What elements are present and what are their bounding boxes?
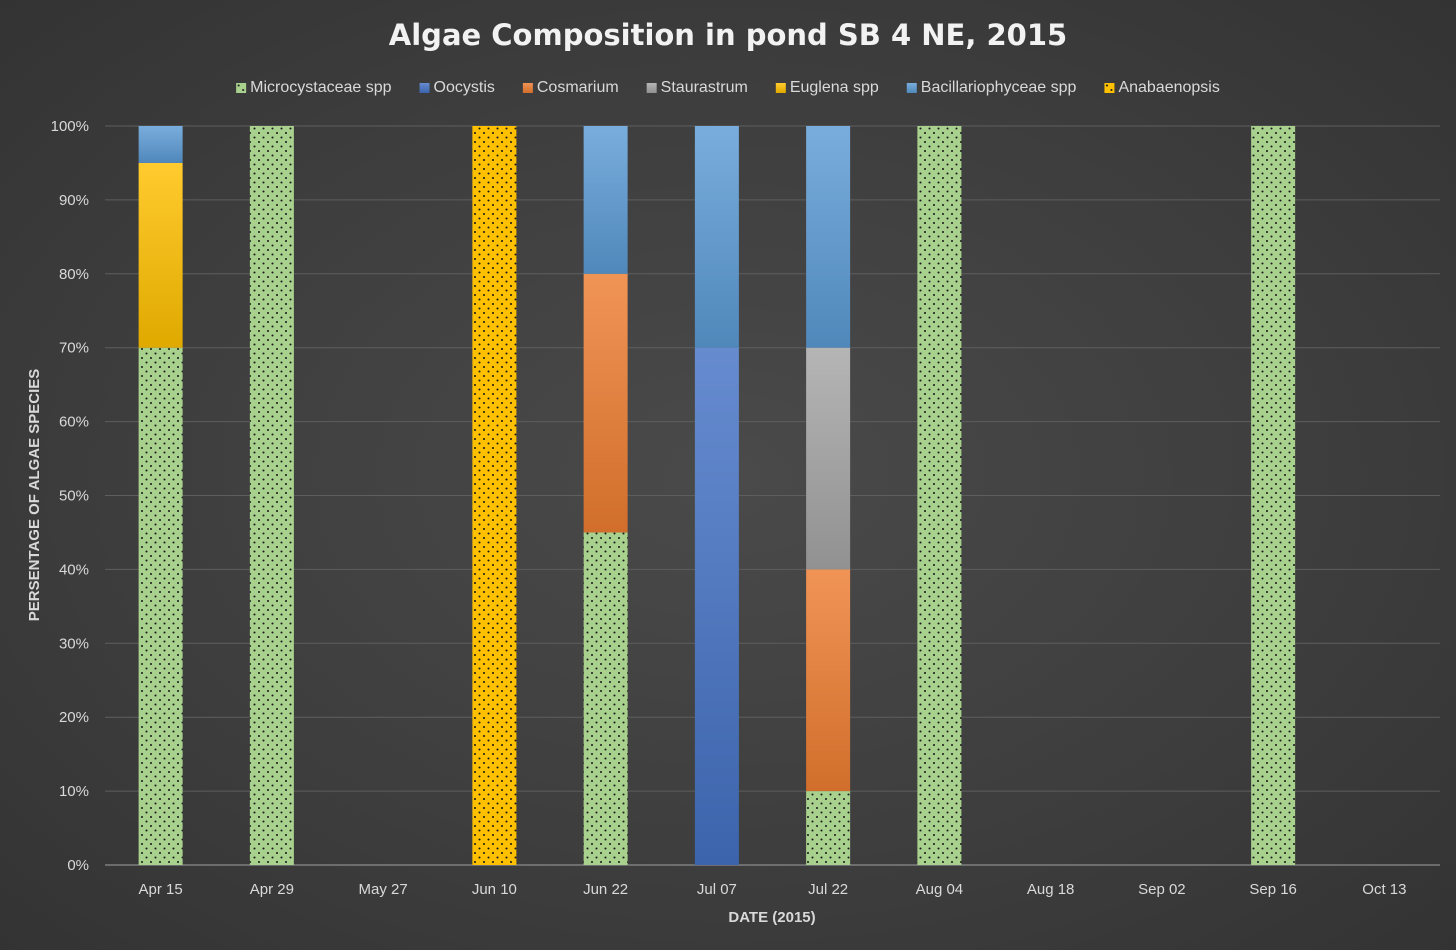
legend-item-oocystis: Oocystis bbox=[419, 79, 495, 96]
legend-item-cosmarium: Cosmarium bbox=[522, 79, 619, 96]
y-tick-label: 20% bbox=[59, 709, 89, 726]
bar-group-jul-22 bbox=[806, 126, 851, 865]
x-tick-label: Oct 13 bbox=[1362, 881, 1406, 898]
bars bbox=[138, 126, 1296, 865]
x-tick-label: Aug 18 bbox=[1027, 881, 1075, 898]
x-axis-title: DATE (2015) bbox=[728, 909, 815, 926]
bar-cosmarium-jul-22 bbox=[806, 569, 851, 792]
bar-oocystis-jul-07 bbox=[694, 347, 739, 865]
gridlines bbox=[105, 125, 1440, 866]
y-tick-label: 40% bbox=[59, 561, 89, 578]
y-tick-label: 60% bbox=[59, 414, 89, 431]
bar-bacillariophyceae-spp-jul-07 bbox=[694, 126, 739, 348]
legend-item-microcystaceae-spp: Microcystaceae spp bbox=[236, 79, 392, 96]
legend-label: Euglena spp bbox=[790, 79, 879, 96]
legend-label: Oocystis bbox=[434, 79, 495, 96]
bar-bacillariophyceae-spp-jul-22 bbox=[806, 126, 851, 348]
legend-label: Cosmarium bbox=[537, 79, 619, 96]
bar-cosmarium-jun-22 bbox=[583, 273, 628, 533]
legend: Microcystaceae spp Oocystis Cosmarium Staur… bbox=[236, 79, 1220, 96]
legend-item-bacillariophyceae-spp: Bacillariophyceae spp bbox=[906, 79, 1077, 96]
y-tick-label: 90% bbox=[59, 192, 89, 209]
bar-group-jul-07 bbox=[694, 126, 739, 865]
y-tick-label: 100% bbox=[51, 118, 89, 135]
bar-microcystaceae-spp-jul-22 bbox=[806, 791, 851, 865]
legend-swatch bbox=[236, 83, 247, 93]
y-tick-label: 30% bbox=[59, 635, 89, 652]
legend-swatch bbox=[1104, 83, 1115, 93]
x-tick-label: Aug 04 bbox=[916, 881, 964, 898]
bar-group-aug-04 bbox=[917, 126, 962, 865]
bar-microcystaceae-spp-apr-29 bbox=[249, 126, 294, 865]
legend-item-euglena-spp: Euglena spp bbox=[775, 79, 879, 96]
legend-label: Staurastrum bbox=[661, 79, 748, 96]
chart-title: Algae Composition in pond SB 4 NE, 2015 bbox=[389, 18, 1067, 52]
legend-swatch bbox=[419, 83, 430, 93]
legend-swatch bbox=[522, 83, 533, 93]
legend-label: Bacillariophyceae spp bbox=[921, 79, 1077, 96]
bar-anabaenopsis-jun-10 bbox=[472, 126, 517, 865]
bar-group-sep-16 bbox=[1251, 126, 1296, 865]
y-tick-label: 0% bbox=[67, 857, 89, 874]
x-tick-label: Apr 29 bbox=[250, 881, 294, 898]
x-tick-label: Sep 02 bbox=[1138, 881, 1186, 898]
bar-microcystaceae-spp-aug-04 bbox=[917, 126, 962, 865]
bar-microcystaceae-spp-apr-15 bbox=[138, 347, 183, 865]
bar-group-jun-22 bbox=[583, 126, 628, 865]
bar-group-apr-15 bbox=[138, 126, 183, 865]
x-tick-label: Jul 07 bbox=[697, 881, 737, 898]
bar-group-apr-29 bbox=[249, 126, 294, 865]
bar-microcystaceae-spp-sep-16 bbox=[1251, 126, 1296, 865]
legend-swatch bbox=[906, 83, 917, 93]
bar-group-jun-10 bbox=[472, 126, 517, 865]
y-tick-label: 50% bbox=[59, 488, 89, 505]
x-axis-ticks: Apr 15 Apr 29 May 27 Jun 10 Jun 22 Jul 07 Jul … bbox=[139, 881, 1407, 898]
legend-label: Anabaenopsis bbox=[1118, 79, 1219, 96]
bar-microcystaceae-spp-jun-22 bbox=[583, 532, 628, 865]
bar-bacillariophyceae-spp-apr-15 bbox=[138, 126, 183, 163]
legend-swatch bbox=[775, 83, 786, 93]
x-tick-label: Apr 15 bbox=[139, 881, 183, 898]
y-axis-ticks: 0% 10% 20% 30% 40% 50% 60% 70% 80% 90% 100% bbox=[51, 118, 89, 874]
y-axis-title: PERSENTAGE OF ALGAE SPECIES bbox=[26, 369, 43, 622]
legend-label: Microcystaceae spp bbox=[250, 79, 391, 96]
y-tick-label: 70% bbox=[59, 340, 89, 357]
x-tick-label: May 27 bbox=[359, 881, 408, 898]
x-tick-label: Jun 22 bbox=[583, 881, 628, 898]
y-tick-label: 80% bbox=[59, 266, 89, 283]
legend-swatch bbox=[646, 83, 657, 93]
bar-staurastrum-jul-22 bbox=[806, 347, 851, 570]
bar-bacillariophyceae-spp-jun-22 bbox=[583, 126, 628, 274]
bar-euglena-spp-apr-15 bbox=[138, 162, 183, 348]
x-tick-label: Jun 10 bbox=[472, 881, 517, 898]
x-tick-label: Sep 16 bbox=[1249, 881, 1297, 898]
legend-item-anabaenopsis: Anabaenopsis bbox=[1104, 79, 1220, 96]
y-tick-label: 10% bbox=[59, 783, 89, 800]
legend-item-staurastrum: Staurastrum bbox=[646, 79, 748, 96]
x-tick-label: Jul 22 bbox=[808, 881, 848, 898]
